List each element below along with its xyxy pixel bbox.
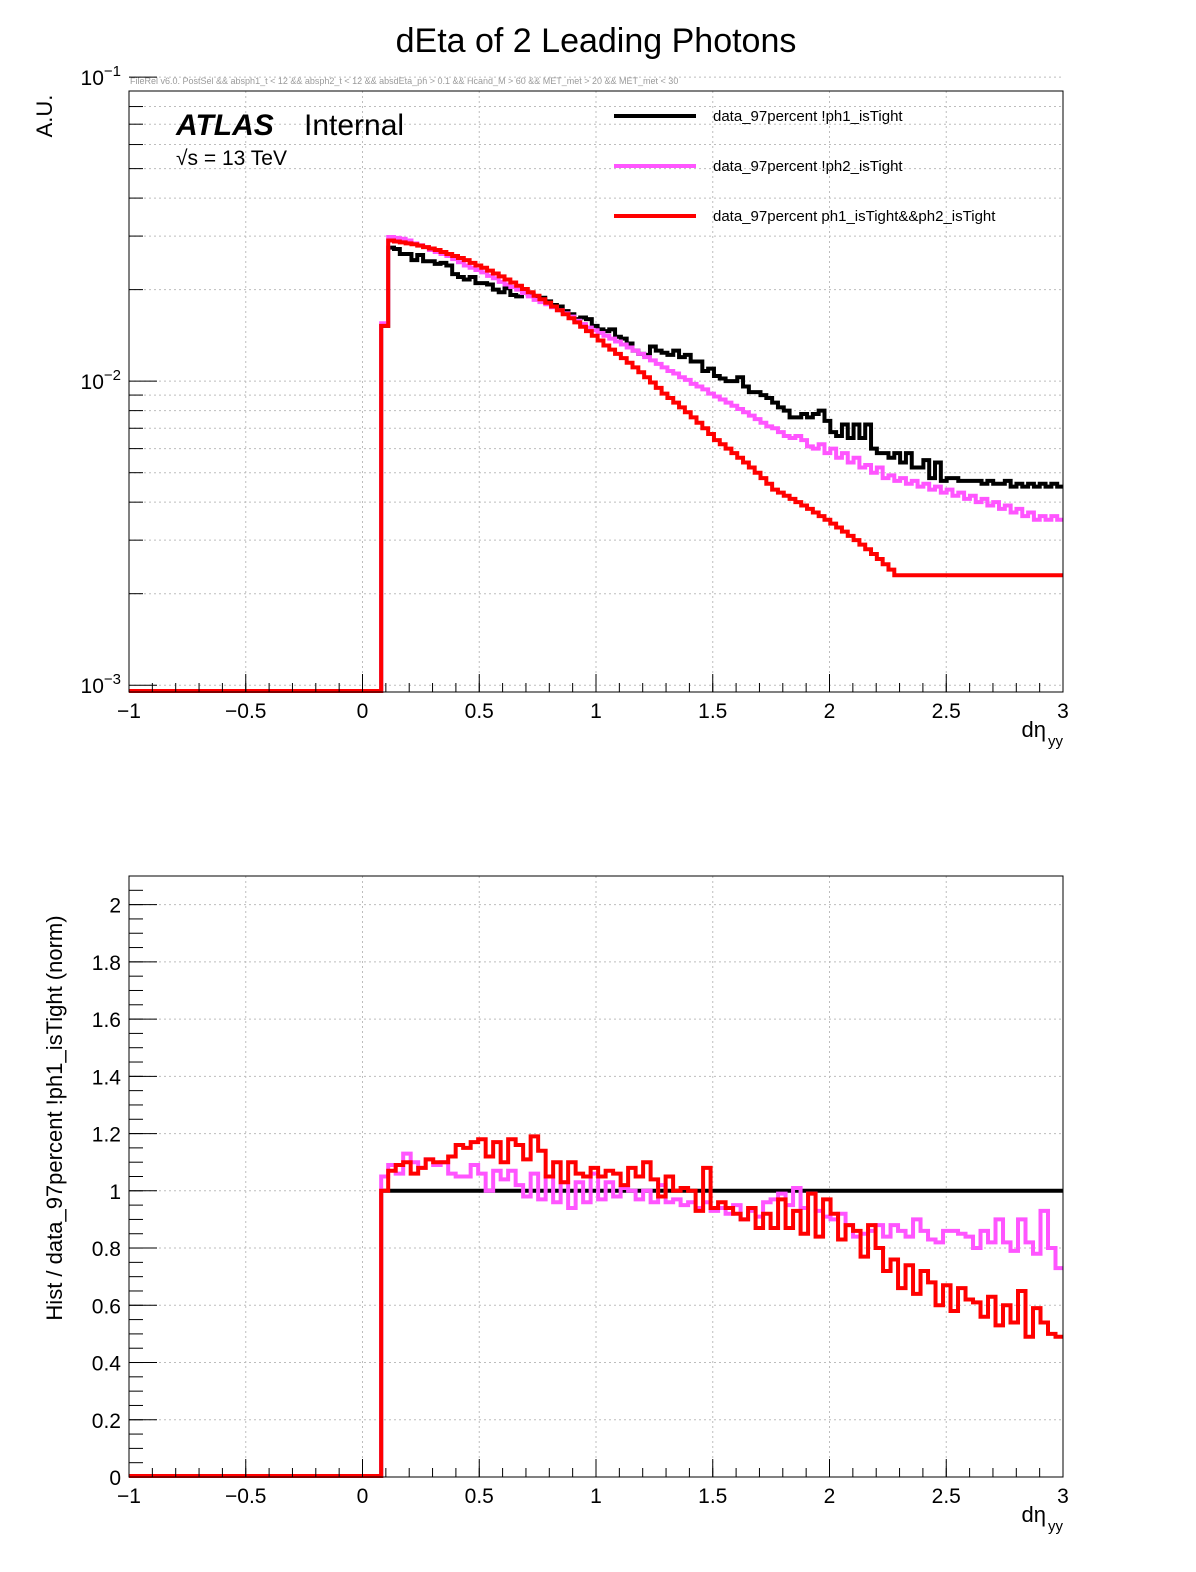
top-xlabel-main: dη [1022,717,1046,742]
bottom-panel: −1 −0.5 0 0.5 1 1.5 2 2.5 3 0 0.2 0.4 0.6 0.8 1 1.2 1.4 1… [42,875,1069,1535]
bottom-xtick-label: 2 [824,1485,836,1508]
cut-string: FileRel v6.0. PostSel && absph1_t < 12 &… [130,76,678,86]
top-ytick-base: 10 [81,371,104,394]
legend-label-1: data_97percent !ph2_isTight [713,158,903,175]
bottom-ytick-label: 0.2 [92,1410,121,1433]
top-grid [129,76,1063,692]
bottom-ytick-label: 1.6 [92,1009,121,1032]
bottom-xtick-label: −1 [117,1485,141,1508]
bottom-series-2 [129,1134,1063,1478]
bottom-ylabel: Hist / data_97percent !ph1_isTight (norm… [42,915,67,1320]
top-xtick-label: 2.5 [932,700,961,723]
bottom-xtick-label: −0.5 [225,1485,266,1508]
bottom-ytick-label: 1.2 [92,1124,121,1147]
top-xtick-label: −0.5 [225,700,266,723]
bottom-xtick-label: 2.5 [932,1485,961,1508]
bottom-axes: −1 −0.5 0 0.5 1 1.5 2 2.5 3 0 0.2 0.4 0.6 0.8 1 1.2 1.4 1… [92,875,1069,1508]
top-xlabel: dη yy [1022,717,1064,750]
top-axes: −1 −0.5 0 0.5 1 1.5 2 2.5 310−310−210−1 [81,63,1069,723]
bottom-xlabel-sub: yy [1048,1518,1064,1535]
top-xtick-label: 3 [1057,700,1069,723]
top-xtick-label: 1 [590,700,602,723]
bottom-xtick-label: 1.5 [698,1485,727,1508]
bottom-ytick-label: 0.8 [92,1238,121,1261]
bottom-ytick-label: 1.8 [92,952,121,975]
top-xlabel-sub: yy [1048,733,1064,750]
top-xtick-label: 0 [357,700,369,723]
bottom-series [129,1134,1063,1478]
top-xtick-label: 1.5 [698,700,727,723]
bottom-xtick-label: 1 [590,1485,602,1508]
svg-text:yy: yy [1048,1518,1064,1535]
bottom-xtick-label: 3 [1057,1485,1069,1508]
svg-text:yy: yy [1048,733,1064,750]
bottom-xlabel: dη yy [1022,1502,1064,1535]
legend: data_97percent !ph1_isTight data_97percen… [614,108,996,225]
svg-text:dη: dη [1022,717,1046,742]
atlas-status: Internal [304,109,404,142]
svg-text:dη: dη [1022,1502,1046,1527]
top-ytick-label: 10−1 [81,63,121,90]
energy-label: √s = 13 TeV [176,147,287,170]
bottom-xlabel-main: dη [1022,1502,1046,1527]
bottom-series-0 [129,1188,1063,1478]
chart-title: dEta of 2 Leading Photons [396,22,797,60]
legend-label-2: data_97percent ph1_isTight&&ph2_isTight [713,208,996,225]
bottom-ytick-label: 0.6 [92,1295,121,1318]
bottom-xtick-label: 0 [357,1485,369,1508]
top-series-0 [129,245,1063,693]
top-series-1 [129,234,1063,693]
bottom-ytick-label: 1 [109,1181,121,1204]
top-ylabel: A.U. [32,95,57,138]
top-ytick-label: 10−2 [81,367,121,394]
top-xtick-label: −1 [117,700,141,723]
bottom-ytick-label: 2 [109,895,121,918]
top-panel: −1 −0.5 0 0.5 1 1.5 2 2.5 310−310−210−1 A.U. dη … [32,63,1069,750]
top-series [129,234,1063,693]
top-series-2 [129,238,1063,693]
bottom-ytick-label: 0.4 [92,1353,122,1376]
top-ytick-exp: −2 [104,367,121,384]
top-ytick-base: 10 [81,675,104,698]
top-xtick-label: 2 [824,700,836,723]
atlas-label: ATLAS [175,109,274,142]
bottom-ytick-label: 0 [109,1467,121,1490]
bottom-xtick-label: 0.5 [465,1485,494,1508]
top-xtick-label: 0.5 [465,700,494,723]
bottom-ytick-label: 1.4 [92,1066,122,1089]
legend-label-0: data_97percent !ph1_isTight [713,108,903,125]
top-ytick-exp: −3 [104,671,121,688]
top-ytick-label: 10−3 [81,671,121,698]
top-ytick-base: 10 [81,67,104,90]
bottom-grid [129,876,1063,1477]
top-ytick-exp: −1 [104,63,121,80]
